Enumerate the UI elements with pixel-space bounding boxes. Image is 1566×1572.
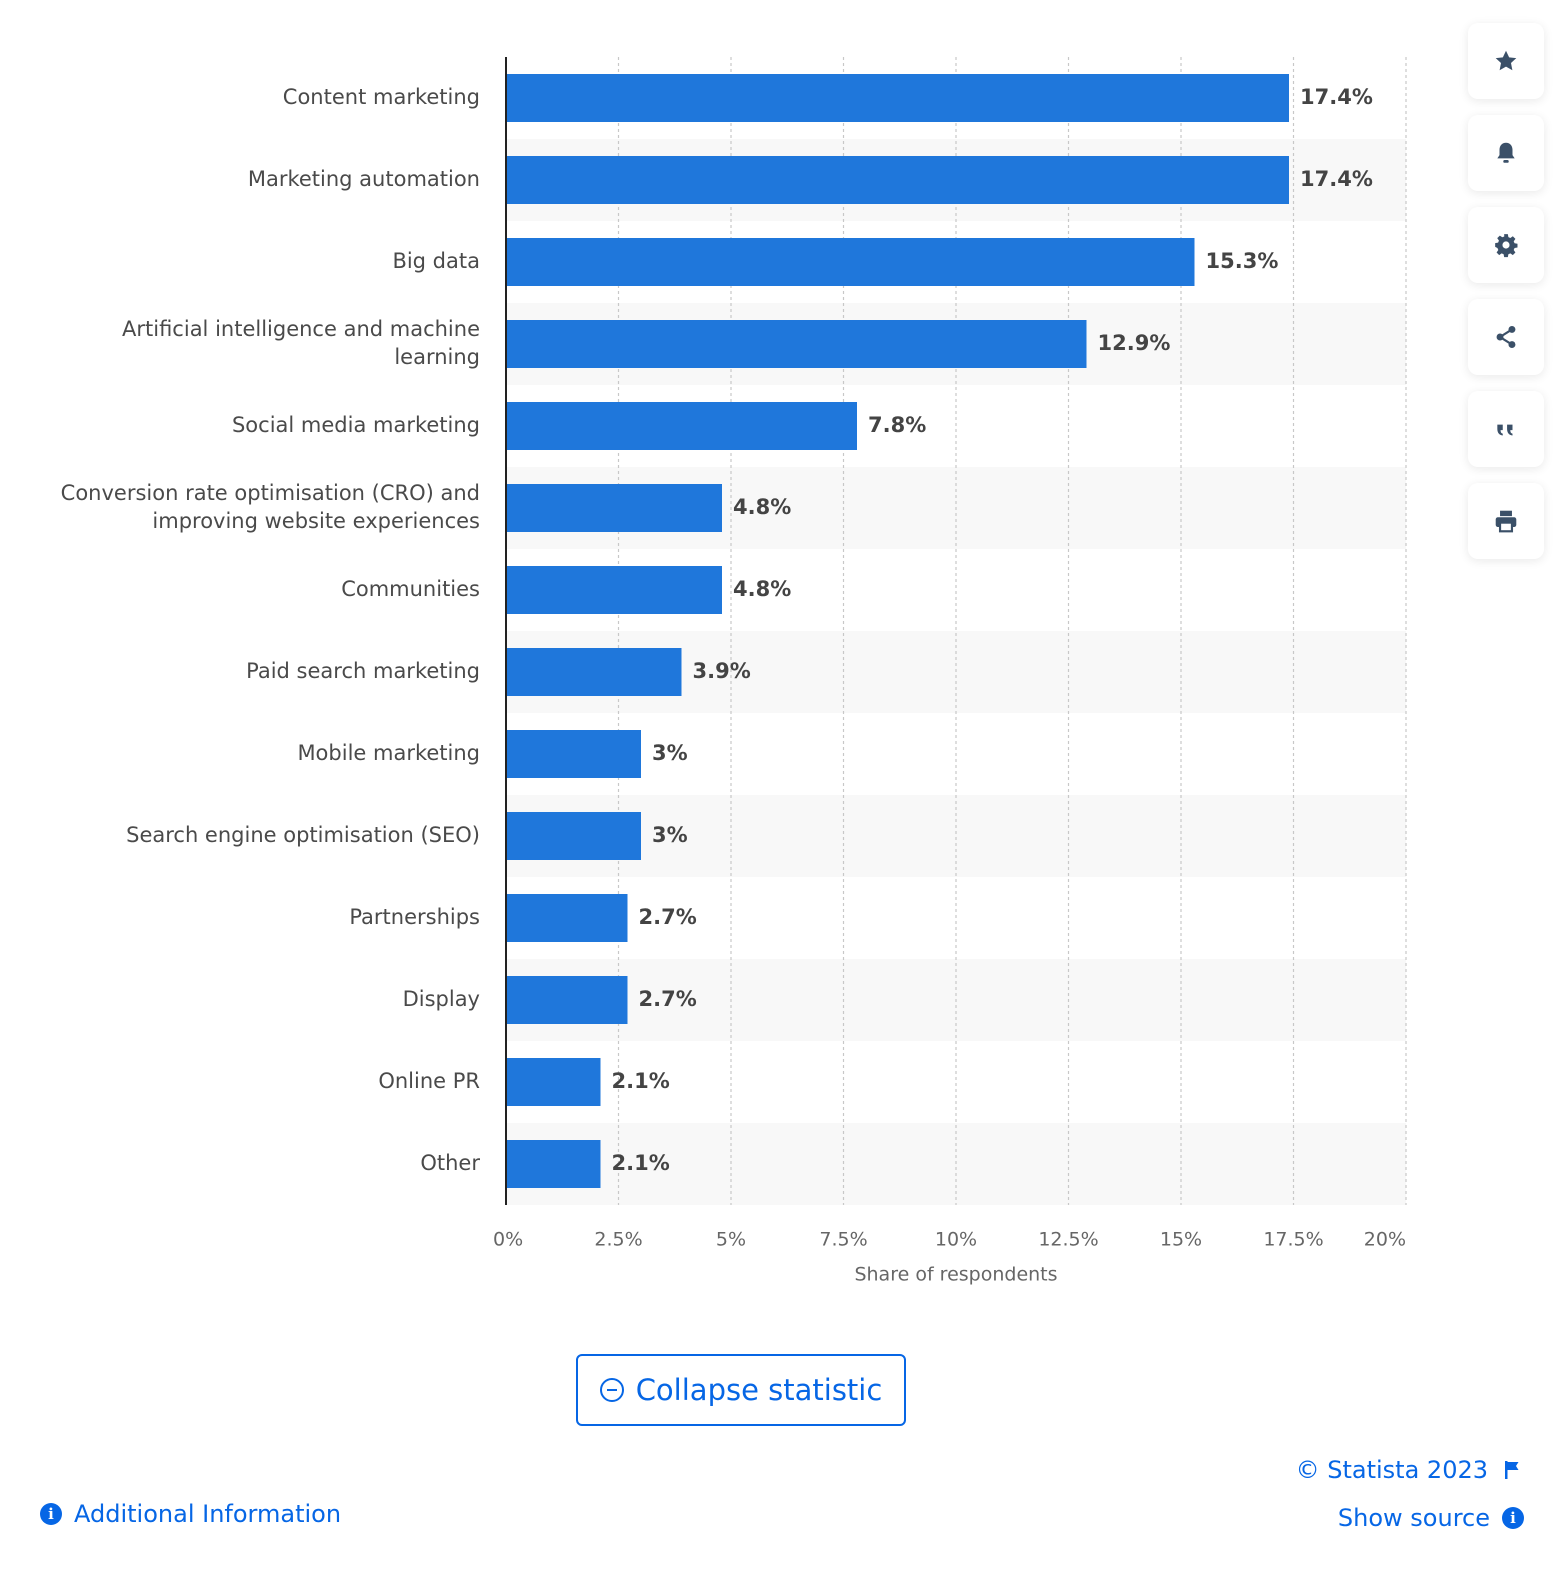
bar-value-label: 15.3% bbox=[1206, 249, 1279, 273]
flag-icon bbox=[1505, 1461, 1519, 1479]
category-label: Online PR bbox=[378, 1069, 480, 1093]
x-tick-label: 15% bbox=[1160, 1229, 1202, 1251]
bar-value-label: 2.1% bbox=[612, 1069, 670, 1093]
bar-value-label: 12.9% bbox=[1098, 331, 1171, 355]
additional-information-link[interactable]: i Additional Information bbox=[40, 1500, 341, 1528]
category-label: Mobile marketing bbox=[297, 741, 480, 765]
bar bbox=[506, 484, 722, 532]
info-icon: i bbox=[1502, 1507, 1524, 1529]
bar bbox=[506, 894, 628, 942]
bar-value-label: 4.8% bbox=[733, 577, 791, 601]
bar-value-label: 2.7% bbox=[639, 905, 697, 929]
notification-button[interactable] bbox=[1468, 115, 1544, 191]
gear-icon bbox=[1495, 234, 1518, 258]
x-tick-label: 10% bbox=[935, 1229, 977, 1251]
chart-toolbar bbox=[1468, 23, 1544, 575]
x-tick-label: 2.5% bbox=[594, 1229, 642, 1251]
bar-value-label: 3% bbox=[652, 823, 688, 847]
bar bbox=[506, 402, 857, 450]
x-tick-label: 5% bbox=[716, 1229, 746, 1251]
quote-icon bbox=[1497, 424, 1513, 436]
category-label: Artificial intelligence and machine bbox=[122, 317, 480, 341]
bar-value-label: 4.8% bbox=[733, 495, 791, 519]
category-label: Big data bbox=[392, 249, 480, 273]
bar bbox=[506, 812, 641, 860]
bar bbox=[506, 156, 1289, 204]
copyright-label: © Statista 2023 bbox=[1295, 1456, 1488, 1484]
x-tick-label: 0% bbox=[493, 1229, 523, 1251]
bar bbox=[506, 1058, 601, 1106]
x-tick-label: 20% bbox=[1364, 1229, 1406, 1251]
collapse-statistic-button[interactable]: Collapse statistic bbox=[576, 1354, 906, 1426]
print-button[interactable] bbox=[1468, 483, 1544, 559]
favorite-button[interactable] bbox=[1468, 23, 1544, 99]
minus-circle-icon bbox=[599, 1378, 624, 1402]
category-label: learning bbox=[394, 345, 480, 369]
star-icon bbox=[1495, 50, 1517, 71]
bar-value-label: 2.7% bbox=[639, 987, 697, 1011]
bar bbox=[506, 238, 1195, 286]
category-label: improving website experiences bbox=[152, 509, 480, 533]
bar-value-label: 17.4% bbox=[1300, 167, 1373, 191]
show-source-label: Show source bbox=[1337, 1504, 1490, 1532]
bar-value-label: 2.1% bbox=[612, 1151, 670, 1175]
statista-copyright-link[interactable]: © Statista 2023 bbox=[1296, 1456, 1522, 1484]
additional-information-label: Additional Information bbox=[74, 1500, 342, 1528]
print-icon bbox=[1495, 510, 1517, 533]
share-button[interactable] bbox=[1468, 299, 1544, 375]
category-label: Partnerships bbox=[349, 905, 480, 929]
bar bbox=[506, 976, 628, 1024]
share-icon bbox=[1496, 325, 1516, 349]
bar-value-label: 3% bbox=[652, 741, 688, 765]
bar bbox=[506, 648, 682, 696]
category-label: Other bbox=[420, 1151, 480, 1175]
bar bbox=[506, 730, 641, 778]
bar-chart: 17.4% Content marketing 17.4% Marketing aut… bbox=[61, 57, 1407, 1286]
x-tick-label: 12.5% bbox=[1038, 1229, 1098, 1251]
category-label: Social media marketing bbox=[232, 413, 480, 437]
bar bbox=[506, 320, 1087, 368]
collapse-label: Collapse statistic bbox=[635, 1373, 883, 1407]
bell-icon bbox=[1497, 142, 1515, 163]
bar bbox=[506, 74, 1289, 122]
bar-value-label: 7.8% bbox=[868, 413, 926, 437]
bar-value-label: 3.9% bbox=[693, 659, 751, 683]
bar bbox=[506, 566, 722, 614]
show-source-link[interactable]: Show source i bbox=[1338, 1504, 1524, 1532]
info-icon: i bbox=[40, 1503, 62, 1525]
x-tick-label: 7.5% bbox=[819, 1229, 867, 1251]
category-label: Paid search marketing bbox=[246, 659, 480, 683]
category-label: Communities bbox=[341, 577, 480, 601]
bar bbox=[506, 1140, 601, 1188]
category-label: Search engine optimisation (SEO) bbox=[126, 823, 480, 847]
category-label: Marketing automation bbox=[248, 167, 480, 191]
x-tick-label: 17.5% bbox=[1263, 1229, 1323, 1251]
settings-button[interactable] bbox=[1468, 207, 1544, 283]
x-axis-title: Share of respondents bbox=[854, 1264, 1057, 1286]
category-label: Content marketing bbox=[283, 85, 480, 109]
bar-value-label: 17.4% bbox=[1300, 85, 1373, 109]
cite-button[interactable] bbox=[1468, 391, 1544, 467]
category-label: Conversion rate optimisation (CRO) and bbox=[61, 481, 480, 505]
category-label: Display bbox=[403, 987, 480, 1011]
